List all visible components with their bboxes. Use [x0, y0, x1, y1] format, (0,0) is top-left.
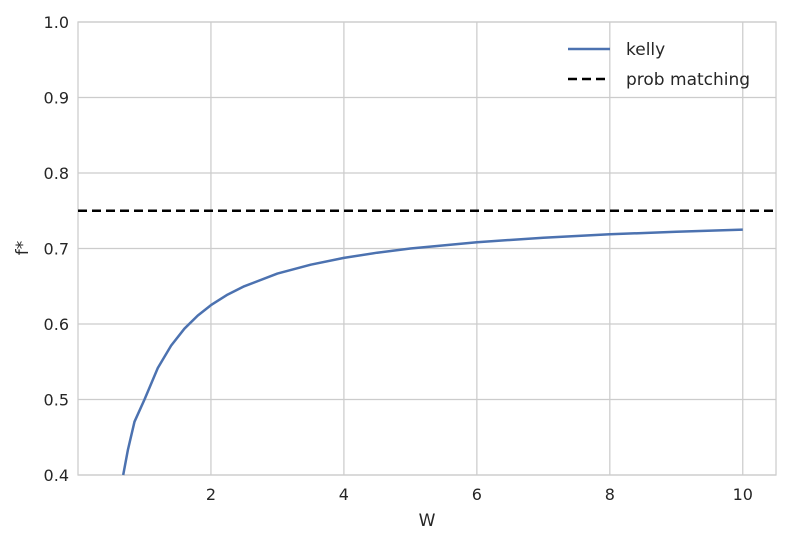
legend: kelly prob matching: [568, 40, 750, 90]
grid: [78, 21, 776, 476]
x-tick-label: 4: [339, 485, 349, 504]
legend-label: prob matching: [626, 70, 750, 90]
y-tick-label: 0.4: [44, 466, 69, 485]
plot-frame: [77, 21, 777, 476]
x-tick-label: 8: [605, 485, 615, 504]
x-tick-label: 2: [206, 485, 216, 504]
y-tick-label: 0.9: [44, 89, 69, 108]
x-tick-label: 6: [472, 485, 482, 504]
y-tick-label: 0.5: [44, 391, 69, 410]
x-axis-label: W: [419, 511, 436, 531]
y-tick-label: 0.7: [44, 240, 69, 259]
x-tick-label: 10: [733, 485, 753, 504]
y-tick-label: 0.6: [44, 315, 69, 334]
y-tick-label: 1.0: [44, 13, 69, 32]
y-axis-label: f*: [13, 241, 33, 256]
series-line-kelly: [121, 228, 743, 476]
series-layer: [78, 209, 776, 476]
y-tick-label: 0.8: [44, 164, 69, 183]
tick-labels: 2 4 6 8 10 0.4 0.5 0.6 0.7 0.8 0.9 1.0: [44, 13, 753, 504]
legend-label: kelly: [626, 40, 665, 60]
